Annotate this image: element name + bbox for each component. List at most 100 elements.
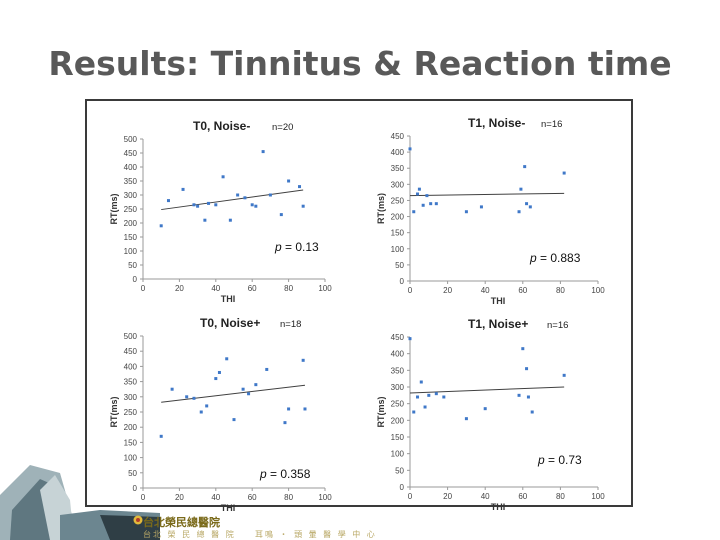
data-point <box>217 370 221 374</box>
data-point <box>185 395 189 399</box>
x-tick-label: 100 <box>318 493 332 502</box>
x-tick-label: 100 <box>591 492 605 501</box>
y-tick-label: 50 <box>395 261 404 270</box>
data-point <box>243 196 247 200</box>
data-point <box>427 393 431 397</box>
chart-3: 0 50 100 150 200 250 300 350 400 450 500 0 20 40 60 80 1… <box>109 316 332 513</box>
y-tick-label: 350 <box>391 164 405 173</box>
x-tick-label: 100 <box>318 284 332 293</box>
y-tick-label: 450 <box>124 347 138 356</box>
data-point <box>268 193 272 197</box>
y-tick-label: 100 <box>124 454 138 463</box>
sample-size-label: n=16 <box>547 320 568 331</box>
x-tick-label: 20 <box>175 284 184 293</box>
p-value: = 0.883 <box>540 251 581 265</box>
p-value: = 0.13 <box>285 240 319 254</box>
data-point <box>464 210 468 214</box>
y-tick-label: 400 <box>124 362 138 371</box>
data-point <box>166 199 170 203</box>
y-tick-label: 0 <box>133 275 138 284</box>
trend-line <box>409 192 565 197</box>
building-logo-decoration <box>0 465 160 540</box>
data-point <box>525 202 529 206</box>
data-point <box>181 187 185 191</box>
y-tick-label: 450 <box>391 132 405 141</box>
data-point <box>214 203 218 207</box>
x-tick-label: 40 <box>481 286 490 295</box>
y-axis-title: RT(ms) <box>109 396 119 427</box>
center-subtitle: 耳鳴 ・ 頭 暈 醫 學 中 心 <box>255 530 377 539</box>
y-tick-label: 400 <box>391 350 405 359</box>
chart-2: 0 50 100 150 200 250 300 350 400 450 0 20 40 60 80 100 T… <box>376 116 605 306</box>
data-point <box>519 187 523 191</box>
y-tick-label: 300 <box>391 383 405 392</box>
data-point <box>416 192 420 196</box>
data-point <box>192 203 196 207</box>
data-point <box>265 367 269 371</box>
y-tick-label: 250 <box>124 205 138 214</box>
data-point <box>205 404 209 408</box>
y-tick-label: 200 <box>124 423 138 432</box>
trend-line <box>409 386 565 394</box>
data-point <box>417 187 421 191</box>
p-symbol: p <box>537 453 548 467</box>
data-point <box>247 392 251 396</box>
x-tick-label: 60 <box>518 286 527 295</box>
x-axis-title: THI <box>221 503 236 513</box>
y-tick-label: 300 <box>391 180 405 189</box>
data-point <box>199 410 203 414</box>
chart-title: T0, Noise- <box>193 119 250 133</box>
y-tick-label: 0 <box>400 277 405 286</box>
data-point <box>517 393 521 397</box>
y-tick-label: 350 <box>124 378 138 387</box>
y-tick-label: 150 <box>391 433 405 442</box>
y-tick-label: 400 <box>124 163 138 172</box>
y-axis-title: RT(ms) <box>376 396 386 427</box>
x-tick-label: 60 <box>248 493 257 502</box>
data-point <box>214 377 218 381</box>
data-point <box>287 179 291 183</box>
x-tick-label: 0 <box>141 493 146 502</box>
data-point <box>408 337 412 341</box>
x-axis-title: THI <box>221 294 236 304</box>
x-tick-label: 80 <box>556 492 565 501</box>
p-value: = 0.358 <box>270 467 311 481</box>
chart-title: T1, Noise+ <box>468 317 528 331</box>
data-point <box>236 193 240 197</box>
data-point <box>434 392 438 396</box>
data-point <box>221 175 225 179</box>
data-point <box>279 213 283 217</box>
emblem-icon <box>133 515 143 525</box>
y-tick-label: 250 <box>391 196 405 205</box>
hospital-name: 台北榮民總醫院 <box>143 516 220 529</box>
data-point <box>525 367 529 371</box>
trend-line <box>161 384 306 403</box>
y-axis-title: RT(ms) <box>376 193 386 224</box>
x-tick-label: 0 <box>141 284 146 293</box>
x-tick-label: 60 <box>518 492 527 501</box>
chart-title: T1, Noise- <box>468 116 525 130</box>
y-axis-title: RT(ms) <box>109 193 119 224</box>
data-point <box>425 194 429 198</box>
trend-line <box>161 189 304 211</box>
sample-size-label: n=20 <box>272 122 293 133</box>
y-tick-label: 150 <box>124 438 138 447</box>
x-tick-label: 60 <box>248 284 257 293</box>
data-point <box>416 395 420 399</box>
data-point <box>301 204 305 208</box>
chart-1: 0 50 100 150 200 250 300 350 400 450 500 0 20 40 60 80 1… <box>109 119 332 304</box>
data-point <box>530 410 534 414</box>
y-tick-label: 200 <box>391 213 405 222</box>
y-tick-label: 300 <box>124 191 138 200</box>
figure-frame <box>85 99 633 507</box>
data-point <box>170 387 174 391</box>
x-tick-label: 40 <box>481 492 490 501</box>
data-point <box>483 407 487 411</box>
data-point <box>241 387 245 391</box>
x-tick-label: 20 <box>443 492 452 501</box>
data-point <box>283 421 287 425</box>
y-tick-label: 100 <box>391 245 405 254</box>
data-point <box>225 357 229 361</box>
data-point <box>408 147 412 151</box>
